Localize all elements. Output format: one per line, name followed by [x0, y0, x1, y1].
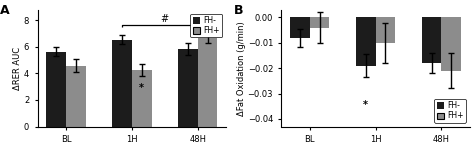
Bar — [356, 17, 375, 66]
Bar — [375, 17, 395, 43]
Bar — [422, 17, 441, 63]
Bar — [441, 17, 461, 71]
Bar — [66, 66, 86, 127]
Text: *: * — [449, 111, 454, 121]
Bar — [132, 70, 152, 127]
Text: #: # — [161, 14, 169, 24]
Text: A: A — [0, 4, 9, 17]
Text: *: * — [139, 83, 144, 93]
Y-axis label: ΔFat Oxidation (g/min): ΔFat Oxidation (g/min) — [237, 21, 246, 116]
Bar — [46, 52, 66, 127]
Bar — [178, 49, 198, 127]
Legend: FH-, FH+: FH-, FH+ — [191, 14, 222, 37]
Bar — [290, 17, 310, 38]
Y-axis label: ΔRER AUC: ΔRER AUC — [13, 47, 22, 90]
Text: *: * — [363, 100, 368, 110]
Legend: FH-, FH+: FH-, FH+ — [434, 99, 466, 123]
Bar — [112, 40, 132, 127]
Text: B: B — [234, 4, 244, 17]
Bar — [310, 17, 329, 28]
Bar — [198, 38, 218, 127]
